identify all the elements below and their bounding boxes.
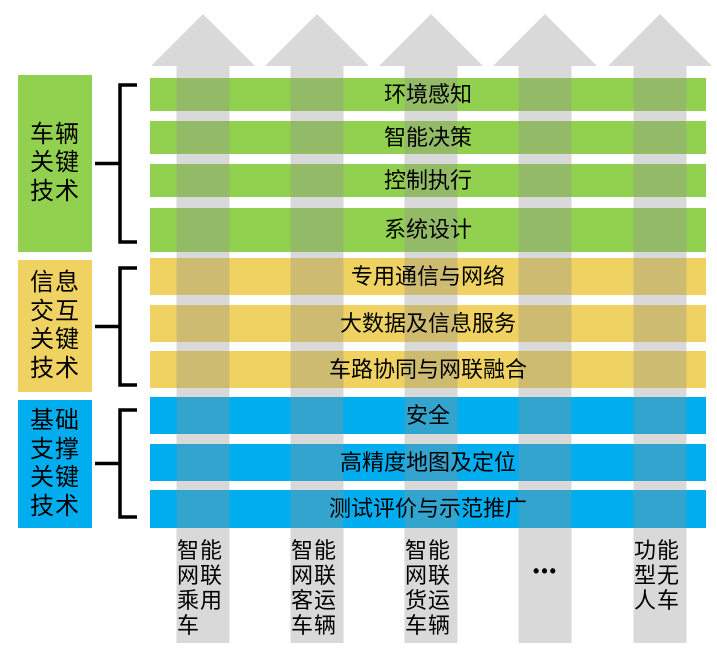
group-box-basic-support-tech: 基础 支撑 关键 技术 [18, 400, 92, 528]
tech-bar-label: 高精度地图及定位 [339, 449, 516, 475]
tech-bar-label: 智能决策 [383, 124, 472, 150]
tech-bar-label: 控制执行 [383, 167, 472, 193]
tech-bar [150, 351, 706, 388]
vehicle-column-label: 智能 网联 货运 车辆 [405, 538, 452, 638]
tech-bar [150, 208, 706, 252]
tech-bar [150, 305, 706, 342]
tech-bar-label: 系统设计 [383, 217, 472, 242]
tech-bar [150, 397, 706, 434]
vehicle-column-label: 智能 网联 乘用 车 [177, 538, 224, 638]
tech-bar [150, 258, 706, 295]
tech-bar [150, 164, 706, 197]
tech-bar-label: 车路协同与网联融合 [328, 356, 527, 382]
tech-bar [150, 444, 706, 481]
tech-bar [150, 78, 706, 111]
tech-bar-label: 安全 [405, 402, 450, 428]
tech-bar-label: 环境感知 [383, 81, 472, 107]
vehicle-column-label: 功能 型无 人车 [634, 538, 681, 613]
group-box-vehicle-key-tech: 车辆 关键 技术 [18, 75, 92, 252]
vehicle-column-label: 智能 网联 客运 车辆 [291, 538, 338, 638]
brace-icon [93, 83, 139, 246]
group-box-info-interaction-tech: 信息 交互 关键 技术 [18, 260, 92, 392]
ellipsis-label: ••• [533, 561, 558, 581]
brace-icon [93, 408, 139, 521]
tech-bar-label: 专用通信与网络 [350, 263, 505, 289]
tech-bar-label: 大数据及信息服务 [339, 310, 516, 336]
tech-bar [150, 121, 706, 154]
tech-bar-label: 测试评价与示范推广 [328, 496, 527, 521]
tech-bar [150, 490, 706, 528]
brace-icon [93, 266, 139, 389]
